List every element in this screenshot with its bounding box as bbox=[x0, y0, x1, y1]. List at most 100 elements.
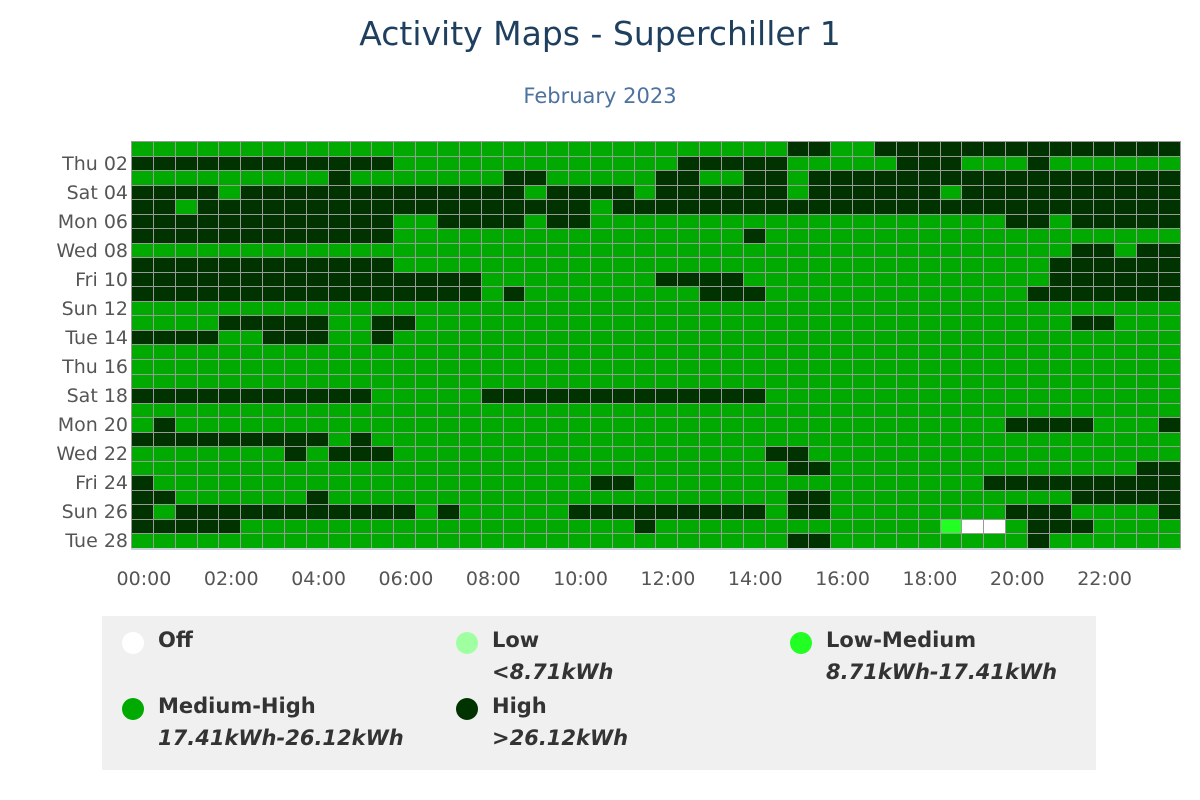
heatmap-cell-medium-high[interactable] bbox=[743, 534, 765, 548]
heatmap-cell-high[interactable] bbox=[306, 229, 328, 243]
heatmap-cell-high[interactable] bbox=[1093, 316, 1115, 330]
heatmap-cell-medium-high[interactable] bbox=[940, 389, 962, 403]
heatmap-cell-medium-high[interactable] bbox=[547, 301, 569, 316]
heatmap-cell-high[interactable] bbox=[1115, 476, 1137, 490]
heatmap-cell-medium-high[interactable] bbox=[722, 418, 743, 432]
heatmap-cell-medium-high[interactable] bbox=[634, 171, 656, 185]
heatmap-cell-medium-high[interactable] bbox=[918, 432, 940, 447]
heatmap-cell-medium-high[interactable] bbox=[940, 418, 962, 432]
heatmap-cell-medium-high[interactable] bbox=[525, 287, 547, 301]
heatmap-cell-medium-high[interactable] bbox=[787, 432, 809, 447]
heatmap-cell-medium-high[interactable] bbox=[787, 345, 809, 360]
heatmap-cell-medium-high[interactable] bbox=[459, 301, 481, 316]
heatmap-cell-high[interactable] bbox=[197, 432, 219, 447]
heatmap-cell-medium-high[interactable] bbox=[853, 229, 875, 243]
heatmap-cell-medium-high[interactable] bbox=[590, 403, 612, 418]
heatmap-cell-medium-high[interactable] bbox=[1006, 432, 1028, 447]
heatmap-cell-medium-high[interactable] bbox=[612, 519, 634, 534]
heatmap-cell-high[interactable] bbox=[831, 185, 853, 200]
heatmap-cell-high[interactable] bbox=[1115, 171, 1137, 185]
heatmap-cell-medium-high[interactable] bbox=[394, 418, 416, 432]
heatmap-cell-medium-high[interactable] bbox=[1093, 330, 1115, 345]
heatmap-cell-medium-high[interactable] bbox=[241, 534, 263, 548]
heatmap-cell-high[interactable] bbox=[175, 272, 197, 287]
heatmap-cell-medium-high[interactable] bbox=[831, 534, 853, 548]
heatmap-cell-medium-high[interactable] bbox=[547, 432, 569, 447]
heatmap-cell-high[interactable] bbox=[503, 171, 525, 185]
heatmap-cell-medium-high[interactable] bbox=[853, 461, 875, 476]
heatmap-cell-medium-high[interactable] bbox=[1159, 403, 1180, 418]
heatmap-cell-medium-high[interactable] bbox=[459, 490, 481, 505]
heatmap-cell-high[interactable] bbox=[459, 287, 481, 301]
heatmap-cell-medium-high[interactable] bbox=[722, 432, 743, 447]
heatmap-cell-medium-high[interactable] bbox=[787, 229, 809, 243]
heatmap-cell-medium-high[interactable] bbox=[547, 258, 569, 272]
heatmap-cell-medium-high[interactable] bbox=[787, 171, 809, 185]
heatmap-cell-medium-high[interactable] bbox=[809, 374, 831, 389]
heatmap-cell-high[interactable] bbox=[372, 447, 394, 461]
heatmap-cell-high[interactable] bbox=[700, 156, 722, 171]
heatmap-cell-medium-high[interactable] bbox=[590, 374, 612, 389]
heatmap-cell-high[interactable] bbox=[1006, 476, 1028, 490]
heatmap-cell-medium-high[interactable] bbox=[1071, 374, 1093, 389]
heatmap-cell-medium-high[interactable] bbox=[153, 374, 175, 389]
heatmap-cell-medium-high[interactable] bbox=[896, 258, 918, 272]
heatmap-cell-medium-high[interactable] bbox=[306, 534, 328, 548]
heatmap-cell-high[interactable] bbox=[503, 287, 525, 301]
heatmap-cell-medium-high[interactable] bbox=[241, 243, 263, 258]
heatmap-cell-medium-high[interactable] bbox=[875, 432, 896, 447]
heatmap-cell-medium-high[interactable] bbox=[678, 519, 700, 534]
heatmap-cell-medium-high[interactable] bbox=[722, 258, 743, 272]
heatmap-cell-high[interactable] bbox=[1071, 200, 1093, 214]
heatmap-cell-high[interactable] bbox=[722, 505, 743, 519]
heatmap-cell-medium-high[interactable] bbox=[896, 229, 918, 243]
heatmap-cell-medium-high[interactable] bbox=[525, 345, 547, 360]
heatmap-cell-high[interactable] bbox=[175, 389, 197, 403]
heatmap-cell-high[interactable] bbox=[197, 156, 219, 171]
heatmap-cell-high[interactable] bbox=[678, 200, 700, 214]
heatmap-cell-high[interactable] bbox=[219, 316, 241, 330]
heatmap-cell-medium-high[interactable] bbox=[896, 389, 918, 403]
heatmap-cell-high[interactable] bbox=[241, 272, 263, 287]
heatmap-cell-medium-high[interactable] bbox=[481, 505, 503, 519]
heatmap-cell-medium-high[interactable] bbox=[962, 243, 984, 258]
heatmap-cell-medium-high[interactable] bbox=[1049, 490, 1071, 505]
heatmap-cell-high[interactable] bbox=[743, 389, 765, 403]
heatmap-cell-medium-high[interactable] bbox=[896, 505, 918, 519]
heatmap-cell-medium-high[interactable] bbox=[612, 360, 634, 374]
heatmap-cell-medium-high[interactable] bbox=[394, 389, 416, 403]
heatmap-cell-high[interactable] bbox=[306, 490, 328, 505]
heatmap-cell-medium-high[interactable] bbox=[241, 171, 263, 185]
heatmap-cell-medium-high[interactable] bbox=[132, 142, 153, 156]
heatmap-cell-high[interactable] bbox=[503, 185, 525, 200]
heatmap-cell-medium-high[interactable] bbox=[175, 490, 197, 505]
heatmap-cell-high[interactable] bbox=[590, 505, 612, 519]
heatmap-cell-medium-high[interactable] bbox=[590, 229, 612, 243]
heatmap-cell-medium-high[interactable] bbox=[1137, 330, 1159, 345]
heatmap-cell-medium-high[interactable] bbox=[765, 330, 787, 345]
heatmap-cell-high[interactable] bbox=[722, 272, 743, 287]
heatmap-cell-medium-high[interactable] bbox=[831, 142, 853, 156]
heatmap-cell-medium-high[interactable] bbox=[896, 272, 918, 287]
heatmap-cell-medium-high[interactable] bbox=[678, 243, 700, 258]
heatmap-cell-medium-high[interactable] bbox=[722, 519, 743, 534]
heatmap-cell-medium-high[interactable] bbox=[962, 403, 984, 418]
heatmap-cell-medium-high[interactable] bbox=[962, 156, 984, 171]
heatmap-cell-medium-high[interactable] bbox=[896, 461, 918, 476]
heatmap-cell-medium-high[interactable] bbox=[481, 432, 503, 447]
heatmap-cell-medium-high[interactable] bbox=[962, 432, 984, 447]
heatmap-cell-medium-high[interactable] bbox=[700, 490, 722, 505]
heatmap-cell-medium-high[interactable] bbox=[590, 287, 612, 301]
heatmap-cell-medium-high[interactable] bbox=[831, 345, 853, 360]
heatmap-cell-medium-high[interactable] bbox=[481, 171, 503, 185]
heatmap-cell-medium-high[interactable] bbox=[787, 185, 809, 200]
heatmap-cell-high[interactable] bbox=[678, 389, 700, 403]
heatmap-cell-medium-high[interactable] bbox=[590, 432, 612, 447]
heatmap-cell-medium-high[interactable] bbox=[547, 142, 569, 156]
heatmap-cell-medium-high[interactable] bbox=[678, 360, 700, 374]
heatmap-cell-medium-high[interactable] bbox=[1071, 534, 1093, 548]
heatmap-cell-high[interactable] bbox=[132, 490, 153, 505]
heatmap-cell-high[interactable] bbox=[809, 171, 831, 185]
heatmap-cell-medium-high[interactable] bbox=[875, 214, 896, 229]
heatmap-cell-medium-high[interactable] bbox=[896, 534, 918, 548]
